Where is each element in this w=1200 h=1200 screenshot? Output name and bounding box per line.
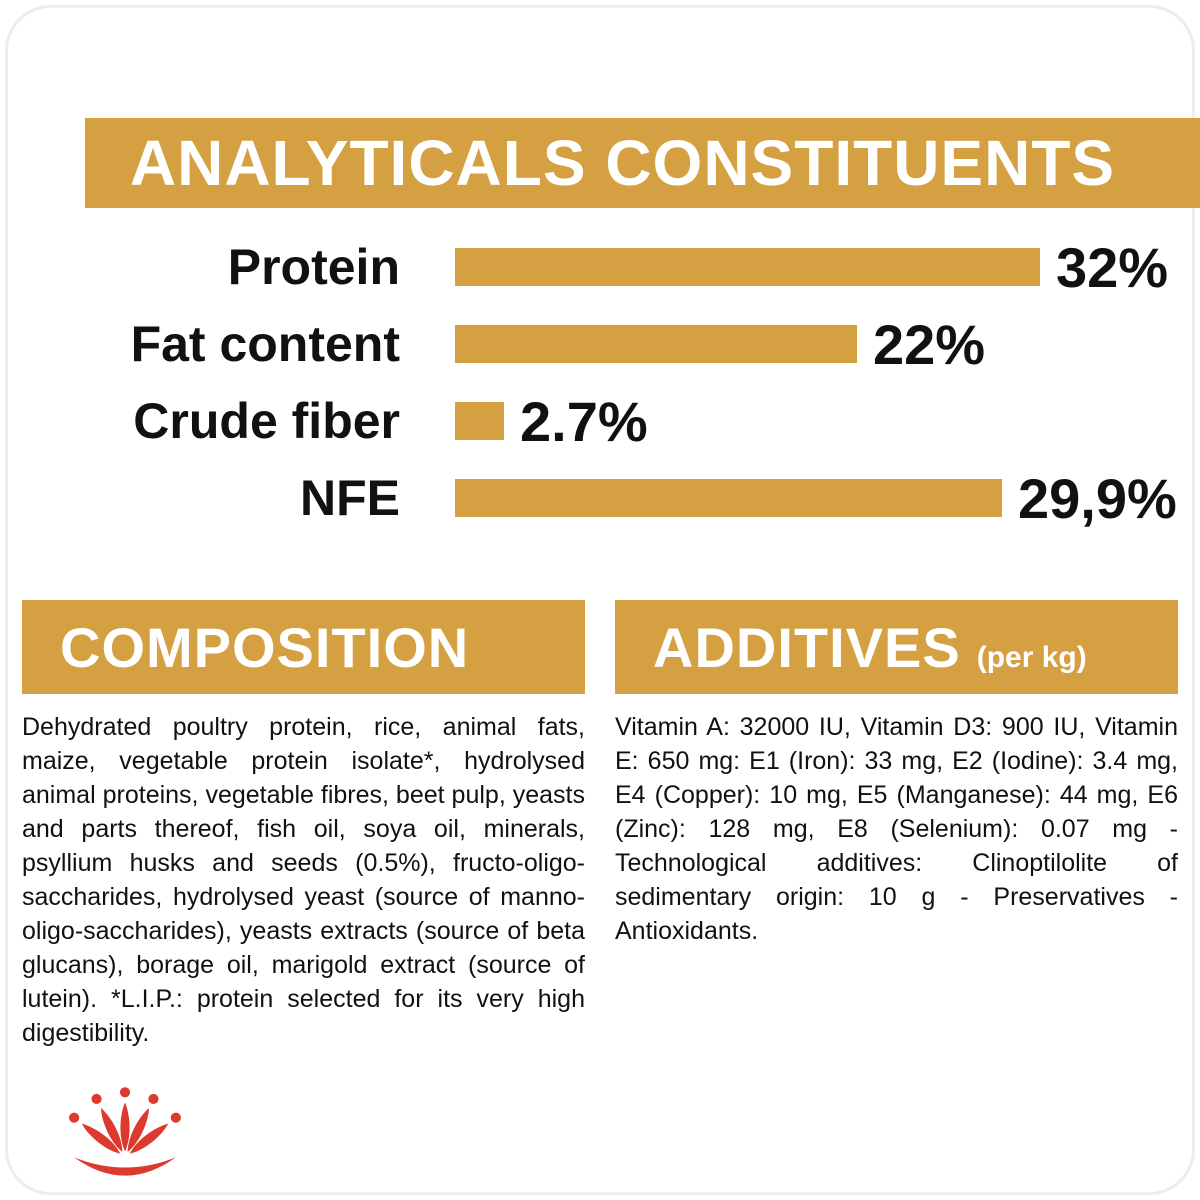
analyticals-constituents-title: ANALYTICALS CONSTITUENTS <box>129 127 1116 199</box>
chart-bar <box>455 479 1002 517</box>
analyticals-constituents-banner: ANALYTICALS CONSTITUENTS <box>85 118 1200 208</box>
composition-body-text: Dehydrated poultry protein, rice, animal… <box>22 713 585 1047</box>
chart-bar-area: 32% <box>455 235 1168 300</box>
chart-category-label: Fat content <box>130 316 400 372</box>
chart-bar <box>455 325 857 363</box>
additives-title: ADDITIVES <box>653 615 961 679</box>
composition-section: COMPOSITION Dehydrated poultry protein, … <box>22 600 585 1050</box>
additives-unit-label: (per kg) <box>976 641 1087 674</box>
chart-value-label: 2.7% <box>520 389 648 453</box>
additives-body-text: Vitamin A: 32000 IU, Vitamin D3: 900 IU,… <box>615 713 1178 945</box>
chart-value-label: 32% <box>1056 235 1169 299</box>
chart-row: NFE 29,9% <box>0 466 1200 531</box>
chart-value-label: 29,9% <box>1018 466 1177 530</box>
chart-bar-area: 22% <box>455 312 985 377</box>
royal-canin-crown-logo <box>64 1082 186 1188</box>
chart-category-label: Protein <box>227 239 400 295</box>
additives-banner: ADDITIVES (per kg) <box>615 600 1178 694</box>
analyticals-chart: Protein 32% Fat content 22% Crude fiber 2.7% N… <box>0 236 1200 544</box>
crown-icon <box>69 1087 181 1176</box>
chart-bar <box>455 248 1040 286</box>
chart-value-label: 22% <box>873 312 986 376</box>
chart-category-label: Crude fiber <box>133 393 400 449</box>
chart-row: Protein 32% <box>0 235 1200 300</box>
chart-bar-area: 29,9% <box>455 466 1177 531</box>
chart-bar-area: 2.7% <box>455 389 648 454</box>
chart-category-label: NFE <box>300 470 400 526</box>
info-columns: COMPOSITION Dehydrated poultry protein, … <box>22 600 1178 1050</box>
chart-row: Crude fiber 2.7% <box>0 389 1200 454</box>
composition-banner: COMPOSITION <box>22 600 585 694</box>
chart-bar <box>455 402 504 440</box>
additives-section: ADDITIVES (per kg) Vitamin A: 32000 IU, … <box>615 600 1178 1050</box>
chart-row: Fat content 22% <box>0 312 1200 377</box>
composition-title: COMPOSITION <box>60 615 470 679</box>
